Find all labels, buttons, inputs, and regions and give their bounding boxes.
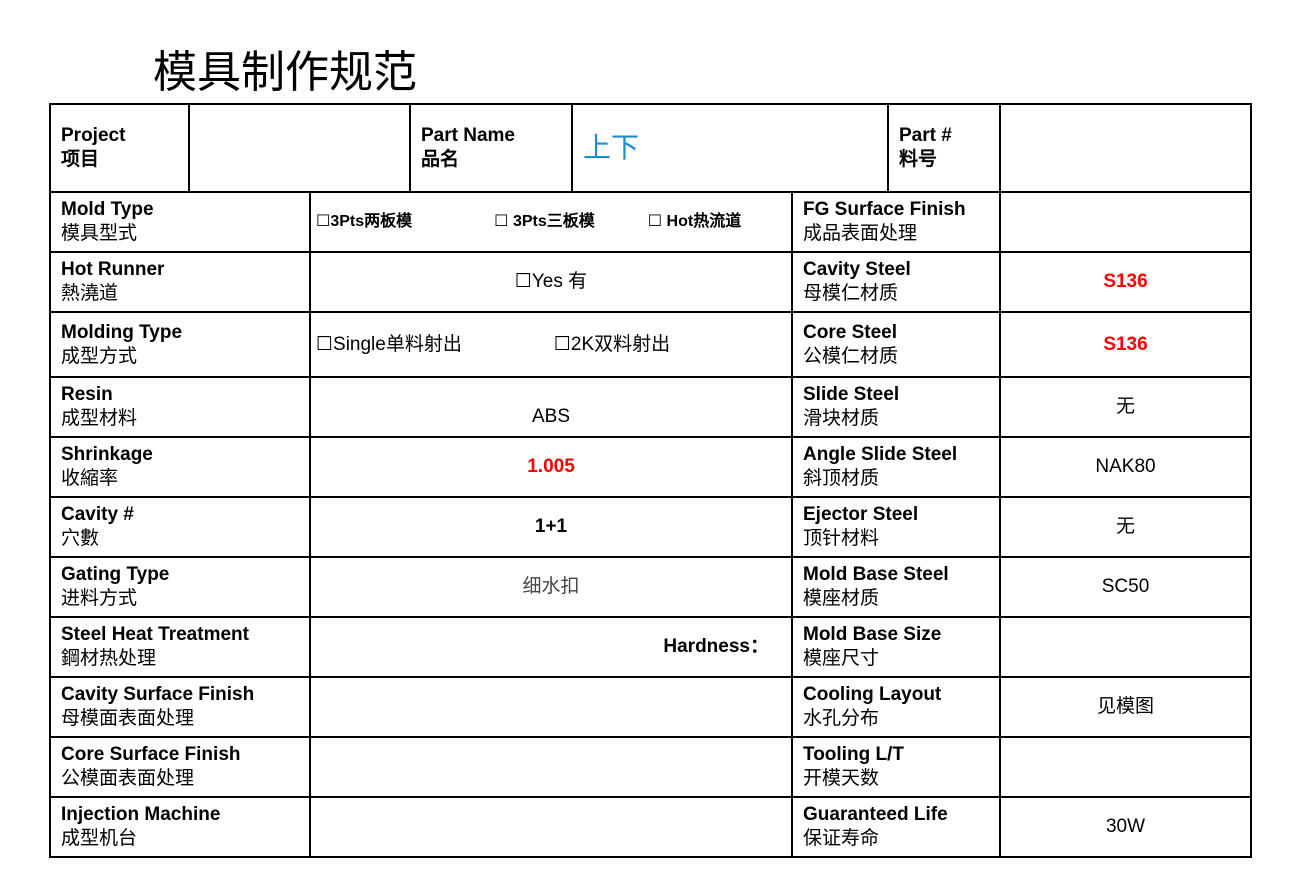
part-name-value[interactable]: 上下 (571, 103, 889, 193)
value-cell[interactable]: 细水扣 (309, 556, 793, 618)
options-cell: ☐3Pts两板模 ☐ 3Pts三板模 ☐ Hot热流道 (309, 191, 793, 253)
table-row: Core Surface Finish 公模面表面处理 Tooling L/T 开模天… (49, 736, 1252, 798)
field-value[interactable]: 30W (999, 796, 1252, 858)
options-cell: ☐Single单料射出 ☐2K双料射出 (309, 311, 793, 378)
table-row: Shrinkage 收縮率 1.005 Angle Slide Steel 斜顶材质 NA… (49, 436, 1252, 498)
field-label: Steel Heat Treatment 鋼材热处理 (49, 616, 311, 678)
value-cell[interactable]: Hardness： (309, 616, 793, 678)
table-row: Gating Type 进料方式 细水扣 Mold Base Steel 模座材质 SC5… (49, 556, 1252, 618)
field-value[interactable]: SC50 (999, 556, 1252, 618)
field-value[interactable]: 无 (999, 376, 1252, 438)
field-label: Gating Type 进料方式 (49, 556, 311, 618)
table-row: Cavity Surface Finish 母模面表面处理 Cooling Layo… (49, 676, 1252, 738)
project-label: Project 项目 (49, 103, 190, 193)
field-label: Mold Type 模具型式 (49, 191, 311, 253)
field-label: Mold Base Size 模座尺寸 (791, 616, 1001, 678)
table-row: Molding Type 成型方式 ☐Single单料射出 ☐2K双料射出 Core S… (49, 311, 1252, 378)
field-value[interactable]: S136 (999, 251, 1252, 313)
field-label: Injection Machine 成型机台 (49, 796, 311, 858)
table-row: Steel Heat Treatment 鋼材热处理 Hardness： Mold B… (49, 616, 1252, 678)
field-label: Cooling Layout 水孔分布 (791, 676, 1001, 738)
option-checkbox[interactable]: ☐ 3Pts三板模 (494, 213, 595, 230)
value-cell[interactable]: 1.005 (309, 436, 793, 498)
field-value[interactable] (999, 736, 1252, 798)
table-row: Cavity # 穴數 1+1 Ejector Steel 顶针材料无 (49, 496, 1252, 558)
part-no-value[interactable] (999, 103, 1252, 193)
field-label: Core Steel 公模仁材质 (791, 311, 1001, 378)
value-cell[interactable] (309, 796, 793, 858)
spec-table: Mold Type 模具型式 ☐3Pts两板模 ☐ 3Pts三板模 ☐ Hot热流道 FG… (49, 191, 1252, 858)
option-checkbox[interactable]: ☐3Pts两板模 (316, 213, 413, 230)
field-value[interactable]: S136 (999, 311, 1252, 378)
field-value[interactable]: NAK80 (999, 436, 1252, 498)
table-row: Hot Runner 熱澆道 ☐Yes 有 Cavity Steel 母模仁材质 S136 (49, 251, 1252, 313)
field-label: Cavity Steel 母模仁材质 (791, 251, 1001, 313)
page-title: 模具制作规范 (153, 47, 417, 98)
value-cell[interactable] (309, 676, 793, 738)
table-row: Injection Machine 成型机台 Guaranteed Life 保证寿命… (49, 796, 1252, 858)
field-label: FG Surface Finish 成品表面处理 (791, 191, 1001, 253)
field-label: Mold Base Steel 模座材质 (791, 556, 1001, 618)
value-cell[interactable]: 1+1 (309, 496, 793, 558)
field-label: Molding Type 成型方式 (49, 311, 311, 378)
value-cell[interactable] (309, 736, 793, 798)
field-label: Hot Runner 熱澆道 (49, 251, 311, 313)
field-value[interactable]: 无 (999, 496, 1252, 558)
header-table: Project 项目 Part Name 品名 上下 Part # 料号 (49, 103, 1252, 193)
field-value[interactable] (999, 191, 1252, 253)
field-label: Tooling L/T 开模天数 (791, 736, 1001, 798)
project-value[interactable] (188, 103, 411, 193)
table-row: Resin 成型材料 ABS Slide Steel 滑块材质无 (49, 376, 1252, 438)
field-label: Shrinkage 收縮率 (49, 436, 311, 498)
value-cell[interactable]: ☐Yes 有 (309, 251, 793, 313)
field-label: Slide Steel 滑块材质 (791, 376, 1001, 438)
field-label: Cavity Surface Finish 母模面表面处理 (49, 676, 311, 738)
value-cell[interactable]: ABS (309, 376, 793, 438)
field-label: Resin 成型材料 (49, 376, 311, 438)
field-label: Angle Slide Steel 斜顶材质 (791, 436, 1001, 498)
field-label: Core Surface Finish 公模面表面处理 (49, 736, 311, 798)
option-checkbox[interactable]: ☐2K双料射出 (553, 333, 671, 355)
field-label: Cavity # 穴數 (49, 496, 311, 558)
field-value[interactable] (999, 616, 1252, 678)
option-checkbox[interactable]: ☐ Hot热流道 (647, 213, 742, 230)
table-row: Mold Type 模具型式 ☐3Pts两板模 ☐ 3Pts三板模 ☐ Hot热流道 FG… (49, 191, 1252, 253)
field-value[interactable]: 见模图 (999, 676, 1252, 738)
part-no-label: Part # 料号 (887, 103, 1001, 193)
option-checkbox[interactable]: ☐Single单料射出 (316, 333, 462, 355)
field-label: Guaranteed Life 保证寿命 (791, 796, 1001, 858)
field-label: Ejector Steel 顶针材料 (791, 496, 1001, 558)
part-name-label: Part Name 品名 (409, 103, 573, 193)
